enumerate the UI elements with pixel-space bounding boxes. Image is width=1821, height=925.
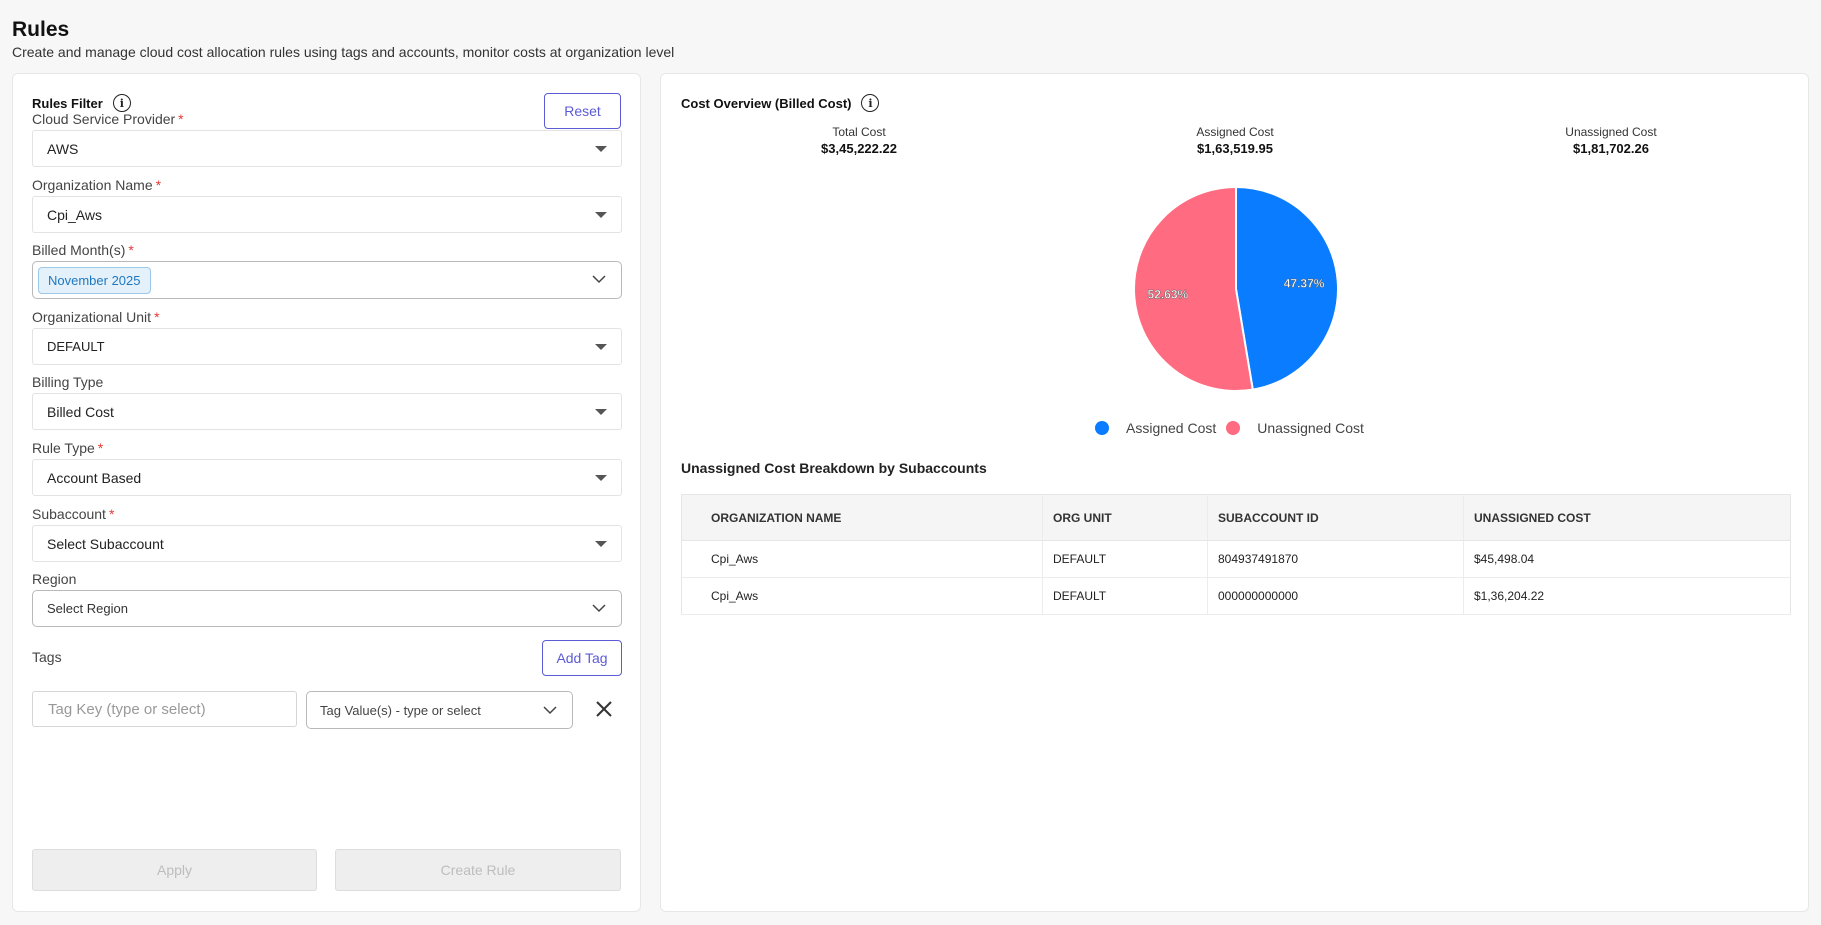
table-row[interactable]: Cpi_Aws DEFAULT 000000000000 $1,36,204.2… [681,577,1791,615]
caret-down-icon [595,212,607,218]
rules-filter-panel: Rules Filter i Reset Cloud Service Provi… [12,73,641,912]
billed-months-select[interactable]: November 2025 [32,261,622,299]
tag-value-select[interactable]: Tag Value(s) - type or select [306,691,573,729]
chevron-down-icon [592,604,606,613]
org-unit-label: Organizational Unit * [32,309,160,325]
billed-month-chip[interactable]: November 2025 [38,266,151,294]
info-icon[interactable]: i [861,94,880,112]
caret-down-icon [595,475,607,481]
table-cell: Cpi_Aws [681,577,1043,615]
chevron-down-icon [592,275,606,284]
stat-value: $1,81,702.26 [1573,141,1649,156]
org-name-value: Cpi_Aws [47,206,102,223]
table-cell: DEFAULT [1042,540,1208,578]
region-placeholder: Select Region [47,601,128,616]
legend-label: Assigned Cost [1126,420,1217,436]
breakdown-table: ORGANIZATION NAME ORG UNIT SUBACCOUNT ID… [681,494,1791,615]
region-label: Region [32,571,77,587]
pie-slice-label: 52.63% [1148,288,1189,302]
apply-button[interactable]: Apply [32,849,317,891]
breakdown-title: Unassigned Cost Breakdown by Subaccounts [681,460,987,476]
csp-select[interactable]: AWS [32,130,622,167]
org-name-select[interactable]: Cpi_Aws [32,196,622,233]
column-header[interactable]: UNASSIGNED COST [1463,494,1791,541]
legend-label: Unassigned Cost [1257,420,1364,436]
table-cell: Cpi_Aws [681,540,1043,578]
rules-filter-header: Rules Filter i [32,94,131,112]
create-rule-button[interactable]: Create Rule [335,849,621,891]
caret-down-icon [595,409,607,415]
region-select[interactable]: Select Region [32,590,622,627]
legend-item-assigned[interactable]: Assigned Cost [1095,420,1216,436]
rules-filter-title: Rules Filter [32,95,103,111]
stat-unassigned-cost: Unassigned Cost $1,81,702.26 [1511,125,1711,156]
table-cell: DEFAULT [1042,577,1208,615]
org-unit-select[interactable]: DEFAULT [32,328,622,365]
tag-key-input[interactable]: Tag Key (type or select) [32,691,297,727]
chevron-down-icon [543,706,557,715]
table-row[interactable]: Cpi_Aws DEFAULT 804937491870 $45,498.04 [681,540,1791,578]
page-title: Rules [12,18,70,41]
legend-item-unassigned[interactable]: Unassigned Cost [1226,420,1364,436]
column-header[interactable]: ORGANIZATION NAME [681,494,1043,541]
org-name-label: Organization Name * [32,177,162,193]
stat-value: $1,63,519.95 [1197,141,1273,156]
close-icon[interactable] [593,698,615,720]
stat-label: Assigned Cost [1196,125,1274,139]
rule-type-label: Rule Type * [32,440,104,456]
caret-down-icon [595,541,607,547]
pie-slice-assigned-cost[interactable] [1235,186,1339,391]
billing-type-value: Billed Cost [47,403,114,420]
subaccount-value: Select Subaccount [47,535,164,552]
org-unit-value: DEFAULT [47,339,105,354]
page-subtitle: Create and manage cloud cost allocation … [12,44,675,60]
pie-legend: Assigned Cost Unassigned Cost [1095,420,1374,436]
csp-label: Cloud Service Provider * [32,111,184,127]
add-tag-button[interactable]: Add Tag [542,640,622,676]
tag-value-placeholder: Tag Value(s) - type or select [320,702,481,718]
cost-overview-title: Cost Overview (Billed Cost) [681,95,852,111]
billing-type-label: Billing Type [32,374,104,390]
tags-label: Tags [32,649,62,665]
subaccount-select[interactable]: Select Subaccount [32,525,622,562]
caret-down-icon [595,146,607,152]
billing-type-select[interactable]: Billed Cost [32,393,622,430]
stat-value: $3,45,222.22 [821,141,897,156]
subaccount-label: Subaccount * [32,506,115,522]
billed-months-label: Billed Month(s) * [32,242,134,258]
stat-total-cost: Total Cost $3,45,222.22 [759,125,959,156]
column-header[interactable]: ORG UNIT [1042,494,1208,541]
table-cell: $45,498.04 [1463,540,1791,578]
csp-value: AWS [47,140,79,157]
stat-assigned-cost: Assigned Cost $1,63,519.95 [1135,125,1335,156]
table-header-row: ORGANIZATION NAME ORG UNIT SUBACCOUNT ID… [681,494,1791,541]
cost-pie-chart: 47.37% 52.63% [1133,186,1339,392]
legend-dot [1226,421,1241,435]
table-cell: 000000000000 [1207,577,1464,615]
reset-button[interactable]: Reset [544,93,621,129]
rule-type-select[interactable]: Account Based [32,459,622,496]
column-header[interactable]: SUBACCOUNT ID [1207,494,1464,541]
table-cell: $1,36,204.22 [1463,577,1791,615]
caret-down-icon [595,344,607,350]
cost-overview-panel: Cost Overview (Billed Cost) i Total Cost… [660,73,1809,912]
pie-slice-unassigned-cost[interactable] [1133,186,1254,392]
stat-label: Unassigned Cost [1565,125,1657,139]
table-cell: 804937491870 [1207,540,1464,578]
info-icon[interactable]: i [112,94,131,112]
stat-label: Total Cost [832,125,886,139]
legend-dot [1095,421,1109,435]
pie-slice-label: 47.37% [1284,276,1325,290]
rule-type-value: Account Based [47,469,142,486]
cost-overview-header: Cost Overview (Billed Cost) i [681,94,880,112]
